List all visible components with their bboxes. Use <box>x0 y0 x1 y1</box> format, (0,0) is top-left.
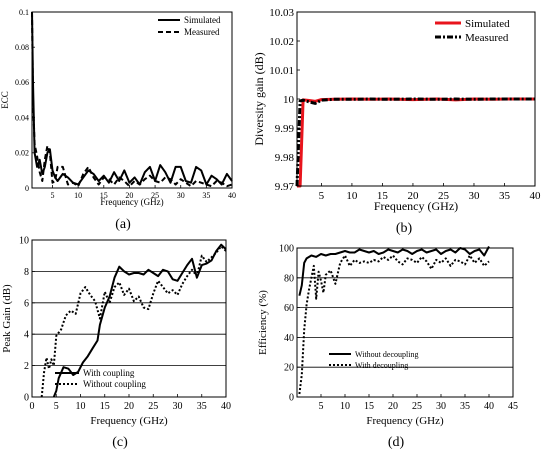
chart-panel-b: 5 10 15 20 25 30 35 40 9.97 9.98 9.99 10 10.01 10.02 1… <box>252 7 541 236</box>
y-tick-label: 9.99 <box>275 123 295 135</box>
y-tick-label: 0.02 <box>15 149 29 158</box>
legend: Simulated Measured <box>158 15 221 37</box>
x-tick-label: 40 <box>484 401 494 412</box>
x-tick-label: 35 <box>202 191 210 200</box>
y-tick-label: 10 <box>283 94 295 106</box>
x-tick-label: 15 <box>100 401 110 412</box>
y-tick-label: 80 <box>284 273 294 284</box>
x-tick-label: 10 <box>74 191 82 200</box>
y-tick-label: 60 <box>284 303 294 314</box>
y-tick-label: 2 <box>24 361 29 372</box>
legend-label-2: Measured <box>184 27 220 37</box>
x-tick-label: 5 <box>319 190 325 202</box>
y-tick-label: 0 <box>289 393 294 404</box>
x-tick-label: 30 <box>468 190 480 202</box>
series-line-2 <box>40 245 227 398</box>
x-axis-label: Frequency (GHz) <box>100 197 163 207</box>
y-tick-label: 8 <box>24 267 29 278</box>
legend-label-2: Measured <box>465 32 509 44</box>
panel-label: (d) <box>388 435 405 450</box>
series-line-1 <box>298 246 490 296</box>
x-tick-label: 15 <box>364 401 374 412</box>
x-axis-label: Frequency (GHz) <box>374 199 458 213</box>
legend-label-1: With coupling <box>83 368 135 378</box>
x-tick-label: 25 <box>438 190 450 202</box>
y-tick-label: 10 <box>19 236 29 247</box>
y-axis-label: ECC <box>0 91 10 109</box>
x-tick-label: 25 <box>151 191 159 200</box>
y-tick-label: 20 <box>284 363 294 374</box>
series-line-1 <box>297 97 535 188</box>
chart-panel-c: 0 5 10 15 20 25 30 35 40 0 2 4 6 8 10 Frequency (GHz) Pe… <box>1 236 231 451</box>
y-tick-label: 6 <box>24 298 29 309</box>
y-tick-label: 4 <box>24 330 29 341</box>
y-tick-label: 100 <box>279 244 294 255</box>
legend-label-1: Without decoupling <box>355 350 418 359</box>
chart-panel-a: 5 10 15 20 25 30 35 40 0 0.02 0.04 0.06 0.08 0.1 Frequ… <box>0 8 236 232</box>
x-tick-label: 20 <box>124 401 134 412</box>
x-tick-label: 10 <box>76 401 86 412</box>
y-tick-label: 9.97 <box>275 181 295 193</box>
y-axis-label: Peak Gain (dB) <box>1 284 13 353</box>
legend: Simulated Measured <box>435 18 510 44</box>
series-line-1 <box>31 11 233 186</box>
x-tick-label: 20 <box>388 401 398 412</box>
x-tick-label: 25 <box>412 401 422 412</box>
x-tick-label: 15 <box>377 190 389 202</box>
y-tick-label: 40 <box>284 333 294 344</box>
x-tick-label: 15 <box>100 191 108 200</box>
y-axis-label: Diversity gain (dB) <box>252 52 266 145</box>
y-tick-label: 10.01 <box>269 65 294 77</box>
x-tick-label: 35 <box>197 401 207 412</box>
panel-label: (b) <box>396 221 413 236</box>
x-tick-label: 30 <box>436 401 446 412</box>
legend-label-1: Simulated <box>184 15 221 25</box>
x-tick-label: 5 <box>51 191 55 200</box>
x-tick-label: 5 <box>54 401 59 412</box>
legend-label-2: With decoupling <box>355 361 408 370</box>
x-tick-label: 30 <box>173 401 183 412</box>
x-tick-label: 40 <box>221 401 231 412</box>
x-tick-label: 10 <box>346 190 358 202</box>
y-tick-label: 0.04 <box>15 113 29 122</box>
chart-panel-d: 5 10 15 20 25 30 35 40 45 0 20 40 60 80 100 Frequency (… <box>257 244 518 451</box>
y-tick-label: 10.03 <box>269 7 294 19</box>
y-tick-label: 0 <box>25 184 29 193</box>
y-axis-label: Efficiency (%) <box>257 290 269 355</box>
series-line-2 <box>295 97 535 187</box>
series-line-2 <box>31 11 233 188</box>
y-tick-label: 0.06 <box>15 78 29 87</box>
x-tick-label: 5 <box>319 401 324 412</box>
plot-frame <box>296 247 514 398</box>
x-tick-label: 35 <box>499 190 511 202</box>
x-tick-label: 40 <box>530 190 542 202</box>
y-tick-label: 9.98 <box>275 152 295 164</box>
x-axis-label: Frequency (GHz) <box>90 415 168 427</box>
x-tick-label: 20 <box>125 191 133 200</box>
x-tick-label: 45 <box>508 401 518 412</box>
legend-label-1: Simulated <box>465 18 510 30</box>
x-tick-label: 30 <box>177 191 185 200</box>
series-line-1 <box>52 243 227 398</box>
y-tick-label: 10.02 <box>269 36 294 48</box>
legend-label-2: Without coupling <box>83 379 146 389</box>
x-tick-label: 0 <box>30 401 35 412</box>
y-tick-label: 0 <box>24 393 29 404</box>
x-tick-label: 10 <box>340 401 350 412</box>
panel-label: (c) <box>112 435 128 450</box>
series-line-2 <box>298 254 490 395</box>
x-tick-label: 25 <box>148 401 158 412</box>
x-tick-label: 20 <box>407 190 419 202</box>
x-tick-label: 35 <box>460 401 470 412</box>
panel-label: (a) <box>115 217 131 232</box>
x-axis-label: Frequency (GHz) <box>366 415 444 427</box>
y-tick-label: 0.1 <box>19 8 29 17</box>
y-tick-label: 0.08 <box>15 43 29 52</box>
plot-frame <box>31 11 233 189</box>
legend: Without decoupling With decoupling <box>329 350 418 370</box>
x-tick-label: 40 <box>228 191 236 200</box>
